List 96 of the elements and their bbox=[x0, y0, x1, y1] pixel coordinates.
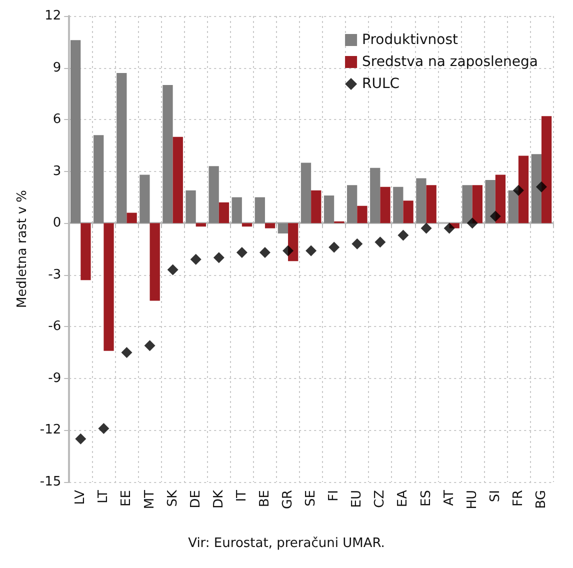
bar bbox=[264, 223, 276, 228]
bar bbox=[150, 223, 160, 301]
x-tick-label: BE bbox=[257, 490, 272, 508]
point bbox=[490, 210, 501, 222]
bar bbox=[254, 197, 265, 224]
bar bbox=[126, 212, 137, 224]
bar bbox=[80, 223, 91, 280]
point bbox=[466, 218, 478, 229]
x-tick-label: EU bbox=[350, 490, 365, 508]
x-tick-label: DK bbox=[211, 490, 226, 509]
bar bbox=[288, 223, 298, 262]
point bbox=[144, 340, 156, 352]
point bbox=[352, 238, 363, 250]
point bbox=[282, 245, 294, 256]
bar bbox=[172, 136, 183, 224]
bar bbox=[94, 135, 104, 224]
x-tick-label: MT bbox=[142, 490, 158, 510]
legend-label: Produktivnost bbox=[362, 32, 459, 48]
x-tick-label: CZ bbox=[372, 490, 388, 508]
bar bbox=[278, 223, 288, 234]
bar bbox=[380, 186, 390, 224]
bar bbox=[393, 186, 404, 224]
x-tick-label: DE bbox=[188, 490, 204, 508]
bar bbox=[116, 72, 127, 224]
y-tick-label: 6 bbox=[52, 112, 62, 128]
bar bbox=[495, 174, 506, 224]
bar bbox=[518, 156, 529, 224]
bar bbox=[426, 185, 436, 224]
point bbox=[259, 246, 270, 258]
y-tick-label: -9 bbox=[48, 370, 62, 386]
point bbox=[213, 252, 224, 264]
point bbox=[512, 184, 524, 196]
legend-label: Sredstva na zaposlenega bbox=[362, 54, 538, 70]
bar bbox=[324, 195, 334, 224]
y-tick-label: 9 bbox=[52, 60, 62, 76]
y-tick-label: 3 bbox=[52, 164, 62, 179]
y-axis-title: Medletna rast v % bbox=[15, 190, 30, 308]
bar bbox=[472, 185, 482, 224]
bar bbox=[347, 185, 358, 224]
bar bbox=[462, 185, 472, 224]
point bbox=[75, 433, 86, 444]
bar bbox=[104, 223, 114, 351]
text: Vir: Eurostat, preračuni UMAR. bbox=[188, 536, 385, 551]
point bbox=[236, 246, 248, 258]
y-tick-label: -15 bbox=[40, 474, 62, 490]
point bbox=[121, 347, 132, 358]
bar bbox=[232, 197, 242, 224]
bar bbox=[196, 223, 206, 227]
x-tick-label: GR bbox=[280, 490, 296, 510]
x-tick-label: EE bbox=[119, 490, 134, 506]
x-tick-label: IT bbox=[234, 490, 250, 502]
point bbox=[328, 242, 340, 253]
y-tick-label: 0 bbox=[52, 216, 62, 231]
x-tick-label: LT bbox=[96, 490, 112, 504]
x-tick-label: EA bbox=[396, 490, 411, 508]
x-tick-label: LV bbox=[73, 490, 88, 505]
x-tick-label: HU bbox=[464, 490, 480, 510]
y-tick-label: -6 bbox=[48, 319, 62, 334]
bar bbox=[370, 168, 380, 224]
bar bbox=[508, 190, 518, 224]
x-tick-label: AT bbox=[442, 490, 457, 506]
bar bbox=[186, 190, 196, 224]
point bbox=[536, 181, 547, 192]
x-tick-label: SI bbox=[488, 490, 503, 502]
bar bbox=[416, 178, 426, 224]
bar bbox=[208, 166, 219, 224]
bar bbox=[485, 180, 496, 224]
point bbox=[420, 222, 432, 234]
bar bbox=[541, 116, 552, 224]
x-tick-label: ES bbox=[418, 490, 434, 506]
point bbox=[98, 422, 110, 434]
point bbox=[167, 264, 178, 276]
bar bbox=[357, 206, 368, 224]
point bbox=[306, 245, 317, 256]
y-tick-label: 12 bbox=[44, 8, 62, 24]
bar bbox=[300, 162, 312, 224]
bar bbox=[140, 174, 150, 224]
x-tick-label: BG bbox=[534, 490, 549, 509]
x-tick-label: FI bbox=[326, 490, 342, 502]
point bbox=[190, 254, 202, 265]
point bbox=[398, 230, 409, 241]
point bbox=[444, 222, 455, 234]
x-tick-label: SK bbox=[165, 490, 180, 507]
bar bbox=[403, 200, 414, 224]
y-tick-label: -3 bbox=[48, 267, 62, 282]
bar bbox=[70, 40, 81, 224]
bar bbox=[218, 202, 230, 224]
bar bbox=[531, 154, 542, 224]
bar bbox=[162, 85, 173, 224]
x-tick-label: FR bbox=[510, 490, 526, 507]
x-tick-label: SE bbox=[304, 490, 319, 506]
bar bbox=[242, 223, 252, 227]
point bbox=[374, 236, 386, 248]
legend-label: RULC bbox=[362, 76, 400, 92]
y-tick-label: -12 bbox=[40, 422, 62, 438]
bar bbox=[311, 190, 322, 224]
